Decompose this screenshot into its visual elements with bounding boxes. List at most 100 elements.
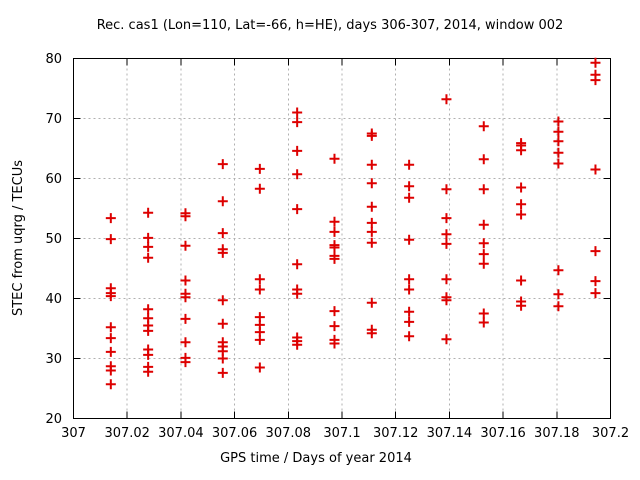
data-point-marker xyxy=(329,306,340,317)
data-point-marker xyxy=(143,252,154,263)
axis-ticks xyxy=(73,58,611,419)
x-tick-label: 307.1 xyxy=(323,426,360,441)
data-point-marker xyxy=(478,308,489,319)
data-point-marker xyxy=(366,217,377,228)
data-point-marker xyxy=(143,304,154,315)
data-point-marker xyxy=(180,292,191,303)
data-point-marker xyxy=(254,274,265,285)
data-point-marker xyxy=(329,242,340,253)
data-point-marker xyxy=(180,357,191,368)
data-point-marker xyxy=(143,232,154,243)
data-point-marker xyxy=(366,226,377,237)
data-point-marker xyxy=(105,213,116,224)
data-point-marker xyxy=(404,234,415,245)
data-point-marker xyxy=(441,274,452,285)
data-point-marker xyxy=(329,153,340,164)
data-point-marker xyxy=(478,121,489,132)
chart-title: Rec. cas1 (Lon=110, Lat=-66, h=HE), days… xyxy=(97,18,564,33)
y-tick-label: 50 xyxy=(45,232,62,247)
x-tick-label: 307.14 xyxy=(427,426,473,441)
data-point-marker xyxy=(180,211,191,222)
y-axis-label: STEC from uqrg / TECUs xyxy=(11,160,26,316)
data-point-marker xyxy=(329,321,340,332)
data-point-marker xyxy=(478,249,489,260)
data-point-marker xyxy=(180,313,191,324)
data-point-marker xyxy=(366,159,377,170)
data-point-marker xyxy=(217,228,228,239)
data-point-marker xyxy=(254,163,265,174)
data-point-marker xyxy=(553,289,564,300)
data-point-marker xyxy=(404,192,415,203)
data-point-marker xyxy=(143,207,154,218)
y-tick-label: 60 xyxy=(45,172,62,187)
data-point-marker xyxy=(143,366,154,377)
data-point-marker xyxy=(478,184,489,195)
data-point-marker xyxy=(105,234,116,245)
data-point-marker xyxy=(404,159,415,170)
data-point-marker xyxy=(590,164,601,175)
data-point-marker xyxy=(590,75,601,86)
data-point-marker xyxy=(180,275,191,286)
data-point-marker xyxy=(292,169,303,180)
data-point-marker xyxy=(516,209,527,220)
data-point-marker xyxy=(292,288,303,299)
data-point-marker xyxy=(217,353,228,364)
data-point-marker xyxy=(404,316,415,327)
data-point-marker xyxy=(254,183,265,194)
data-point-marker xyxy=(478,258,489,269)
data-point-marker xyxy=(404,274,415,285)
data-point-marker xyxy=(292,145,303,156)
data-point-marker xyxy=(292,117,303,128)
data-point-marker xyxy=(366,178,377,189)
data-point-marker xyxy=(143,325,154,336)
data-point-marker xyxy=(553,136,564,147)
y-tick-label: 40 xyxy=(45,292,62,307)
data-point-marker xyxy=(404,181,415,192)
data-point-marker xyxy=(404,306,415,317)
y-tick-labels: 20 30 40 50 60 70 80 xyxy=(45,52,62,427)
data-point-marker xyxy=(404,284,415,295)
data-point-marker xyxy=(590,57,601,68)
data-point-marker xyxy=(105,291,116,302)
data-point-marker xyxy=(217,318,228,329)
data-point-marker xyxy=(553,265,564,276)
x-tick-label: 307.2 xyxy=(592,426,629,441)
data-point-marker xyxy=(441,238,452,249)
data-point-marker xyxy=(366,328,377,339)
data-point-marker xyxy=(441,184,452,195)
data-point-marker xyxy=(366,130,377,141)
data-point-marker xyxy=(590,276,601,287)
x-tick-label: 307.16 xyxy=(480,426,526,441)
data-point-marker xyxy=(441,334,452,345)
data-point-marker xyxy=(478,219,489,230)
data-point-marker xyxy=(329,216,340,227)
data-point-marker xyxy=(516,300,527,311)
data-point-marker xyxy=(441,229,452,240)
data-point-marker xyxy=(366,297,377,308)
data-point-marker xyxy=(553,147,564,158)
data-point-marker xyxy=(180,240,191,251)
data-point-marker xyxy=(254,334,265,345)
data-point-marker xyxy=(217,295,228,306)
data-point-marker xyxy=(292,204,303,215)
data-point-marker xyxy=(105,322,116,333)
x-tick-label: 307 xyxy=(61,426,86,441)
data-point-marker xyxy=(105,379,116,390)
data-point-marker xyxy=(516,145,527,156)
data-point-marker xyxy=(180,337,191,348)
gridlines xyxy=(73,58,611,419)
y-tick-label: 20 xyxy=(45,412,62,427)
data-point-marker xyxy=(254,284,265,295)
data-point-marker xyxy=(217,196,228,207)
data-point-marker xyxy=(590,288,601,299)
data-point-marker xyxy=(105,333,116,344)
data-point-marker xyxy=(553,116,564,127)
data-point-marker xyxy=(590,246,601,257)
data-point-marker xyxy=(292,107,303,118)
data-point-marker xyxy=(254,362,265,373)
data-point-marker xyxy=(441,213,452,224)
data-point-marker xyxy=(329,226,340,237)
data-point-marker xyxy=(329,253,340,264)
data-point-marker xyxy=(404,331,415,342)
